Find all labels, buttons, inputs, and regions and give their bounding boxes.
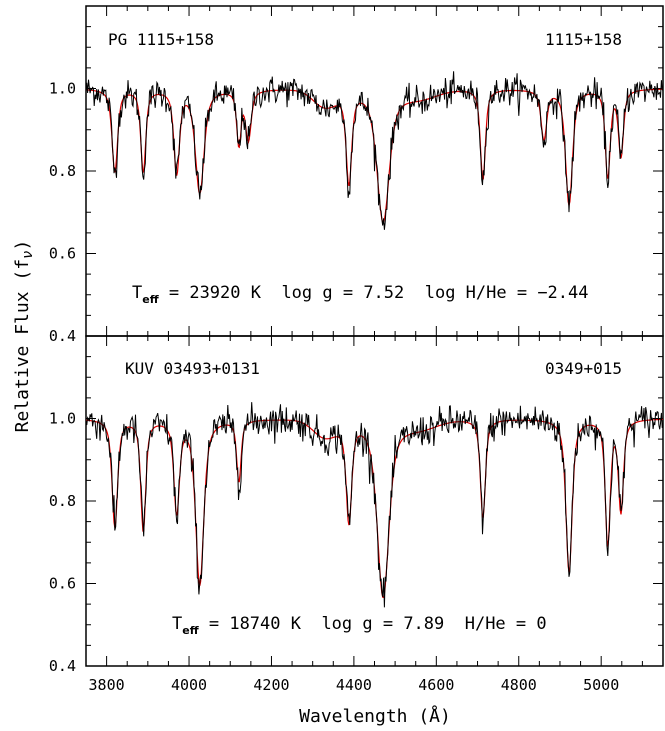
bottom-teff-subscript: eff <box>182 624 198 637</box>
bottom-x-ticks <box>85 336 664 666</box>
y-tick-label: 1.0 <box>49 80 76 98</box>
top-short-name: 1115+158 <box>545 30 622 49</box>
x-tick-label: 3800 <box>89 676 125 694</box>
top-star-name: PG 1115+158 <box>108 30 214 49</box>
y-axis-label-main: Relative Flux (f <box>12 259 33 432</box>
y-axis-label: Relative Flux (fν) <box>12 240 36 433</box>
bottom-short-name: 0349+015 <box>545 359 622 378</box>
y-tick-label: 0.6 <box>49 245 76 263</box>
top-params: Teff = 23920 K log g = 7.52 log H/He = −… <box>132 283 589 306</box>
top-x-ticks <box>85 6 664 336</box>
bottom-params-text: = 18740 K log g = 7.89 H/He = 0 <box>199 614 547 634</box>
x-tick-label: 4200 <box>253 676 289 694</box>
x-tick-labels: 3800 4000 4200 4400 4600 4800 5000 <box>89 676 620 694</box>
y-tick-label: 0.4 <box>49 327 76 345</box>
x-tick-label: 5000 <box>583 676 619 694</box>
top-teff-subscript: eff <box>142 293 158 306</box>
bottom-y-ticks: 0.4 0.6 0.8 1.0 <box>49 335 663 675</box>
bottom-star-name: KUV 03493+0131 <box>125 359 260 378</box>
x-axis-label: Wavelength (Å) <box>299 705 451 727</box>
y-tick-label: 0.8 <box>49 492 76 510</box>
y-tick-label: 0.6 <box>49 575 76 593</box>
x-tick-label: 4000 <box>171 676 207 694</box>
x-tick-label: 4800 <box>501 676 537 694</box>
top-y-ticks: 0.4 0.6 0.8 1.0 <box>49 5 663 345</box>
top-panel: 0.4 0.6 0.8 1.0 PG 1115+158 1115+158 Teff =… <box>49 5 664 345</box>
bottom-observed-spectrum <box>85 402 664 608</box>
x-tick-label: 4400 <box>336 676 372 694</box>
y-tick-label: 0.8 <box>49 162 76 180</box>
top-teff-symbol: T <box>132 283 142 303</box>
bottom-params: Teff = 18740 K log g = 7.89 H/He = 0 <box>172 614 547 637</box>
y-tick-label: 1.0 <box>49 410 76 428</box>
bottom-teff-symbol: T <box>172 614 182 634</box>
y-axis-label-sub: ν <box>20 251 36 259</box>
x-tick-label: 4600 <box>418 676 454 694</box>
top-observed-spectrum <box>85 71 664 230</box>
top-params-text: = 23920 K log g = 7.52 log H/He = −2.44 <box>159 283 589 303</box>
y-axis-label-close: ) <box>12 240 33 251</box>
bottom-panel: 0.4 0.6 0.8 1.0 KUV 03493+0131 0349+015 Tef… <box>49 335 664 675</box>
y-tick-label: 0.4 <box>49 657 76 675</box>
